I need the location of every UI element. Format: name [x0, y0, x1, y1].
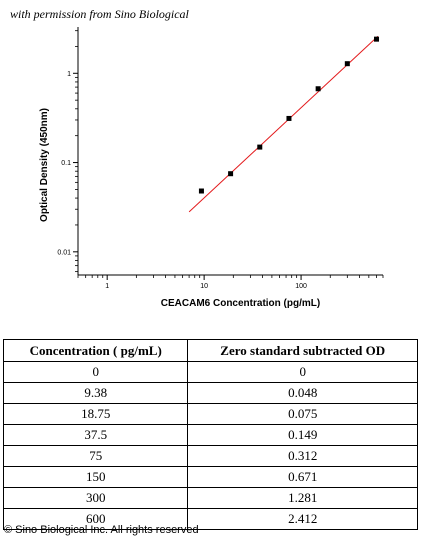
table-row: 300 1.281: [2, 487, 418, 509]
cell-od: 0.149: [187, 424, 418, 446]
data-point: [257, 144, 263, 150]
data-point: [286, 115, 292, 121]
od-standard-curve-chart: 1 10 100 0.01 0.1 1 CEACAM6 Concentration (pg…: [39, 27, 384, 309]
data-points: [198, 36, 380, 194]
table-row: 9.38 0.048: [2, 382, 418, 404]
table-row: 75 0.312: [2, 445, 418, 467]
cell-concentration: 37.5: [2, 424, 189, 446]
x-tick-label: 100: [295, 283, 307, 290]
data-point: [228, 171, 234, 177]
table-row: 18.75 0.075: [2, 403, 418, 425]
cell-od: 2.412: [187, 508, 418, 530]
y-tick-label: 1: [67, 71, 71, 78]
copyright-footer: © Sino Biological Inc. All rights reserv…: [4, 524, 199, 536]
data-table: Concentration ( pg/mL) Zero standard sub…: [2, 339, 418, 530]
data-point: [315, 86, 321, 92]
y-axis-label: Optical Density (450nm): [39, 108, 50, 222]
table-row: 600 2.412: [2, 508, 418, 530]
cell-concentration: 75: [2, 445, 189, 467]
cell-od: 0.671: [187, 466, 418, 488]
data-point: [198, 188, 204, 194]
cell-od: 0: [187, 361, 418, 383]
permission-note: with permission from Sino Biological: [10, 7, 189, 21]
table-body: 0 0 9.38 0.048 18.75 0.075 37.5 0.149 75 0.312 150…: [2, 361, 418, 530]
cell-concentration: 18.75: [2, 403, 189, 425]
x-axis-label: CEACAM6 Concentration (pg/mL): [161, 298, 320, 309]
cell-concentration: 300: [2, 487, 189, 509]
data-point: [344, 61, 350, 67]
header-concentration: Concentration ( pg/mL): [2, 339, 189, 362]
y-tick-label: 0.01: [57, 249, 71, 256]
cell-concentration: 150: [2, 466, 189, 488]
chart-axes: [77, 27, 383, 276]
data-point: [374, 36, 380, 42]
cell-concentration: 9.38: [2, 382, 189, 404]
header-od: Zero standard subtracted OD: [187, 339, 418, 362]
cell-od: 1.281: [187, 487, 418, 509]
x-tick-label: 1: [105, 283, 109, 290]
cell-od: 0.312: [187, 445, 418, 467]
table-row: 37.5 0.149: [2, 424, 418, 446]
x-tick-label: 10: [200, 283, 208, 290]
table-row: 150 0.671: [2, 466, 418, 488]
cell-od: 0.048: [187, 382, 418, 404]
chart-ticks: 1 10 100 0.01 0.1 1: [57, 30, 384, 290]
table-header-row: Concentration ( pg/mL) Zero standard sub…: [2, 339, 418, 362]
cell-concentration: 600: [2, 508, 189, 530]
cell-concentration: 0: [2, 361, 189, 383]
cell-od: 0.075: [187, 403, 418, 425]
y-tick-label: 0.1: [61, 160, 71, 167]
